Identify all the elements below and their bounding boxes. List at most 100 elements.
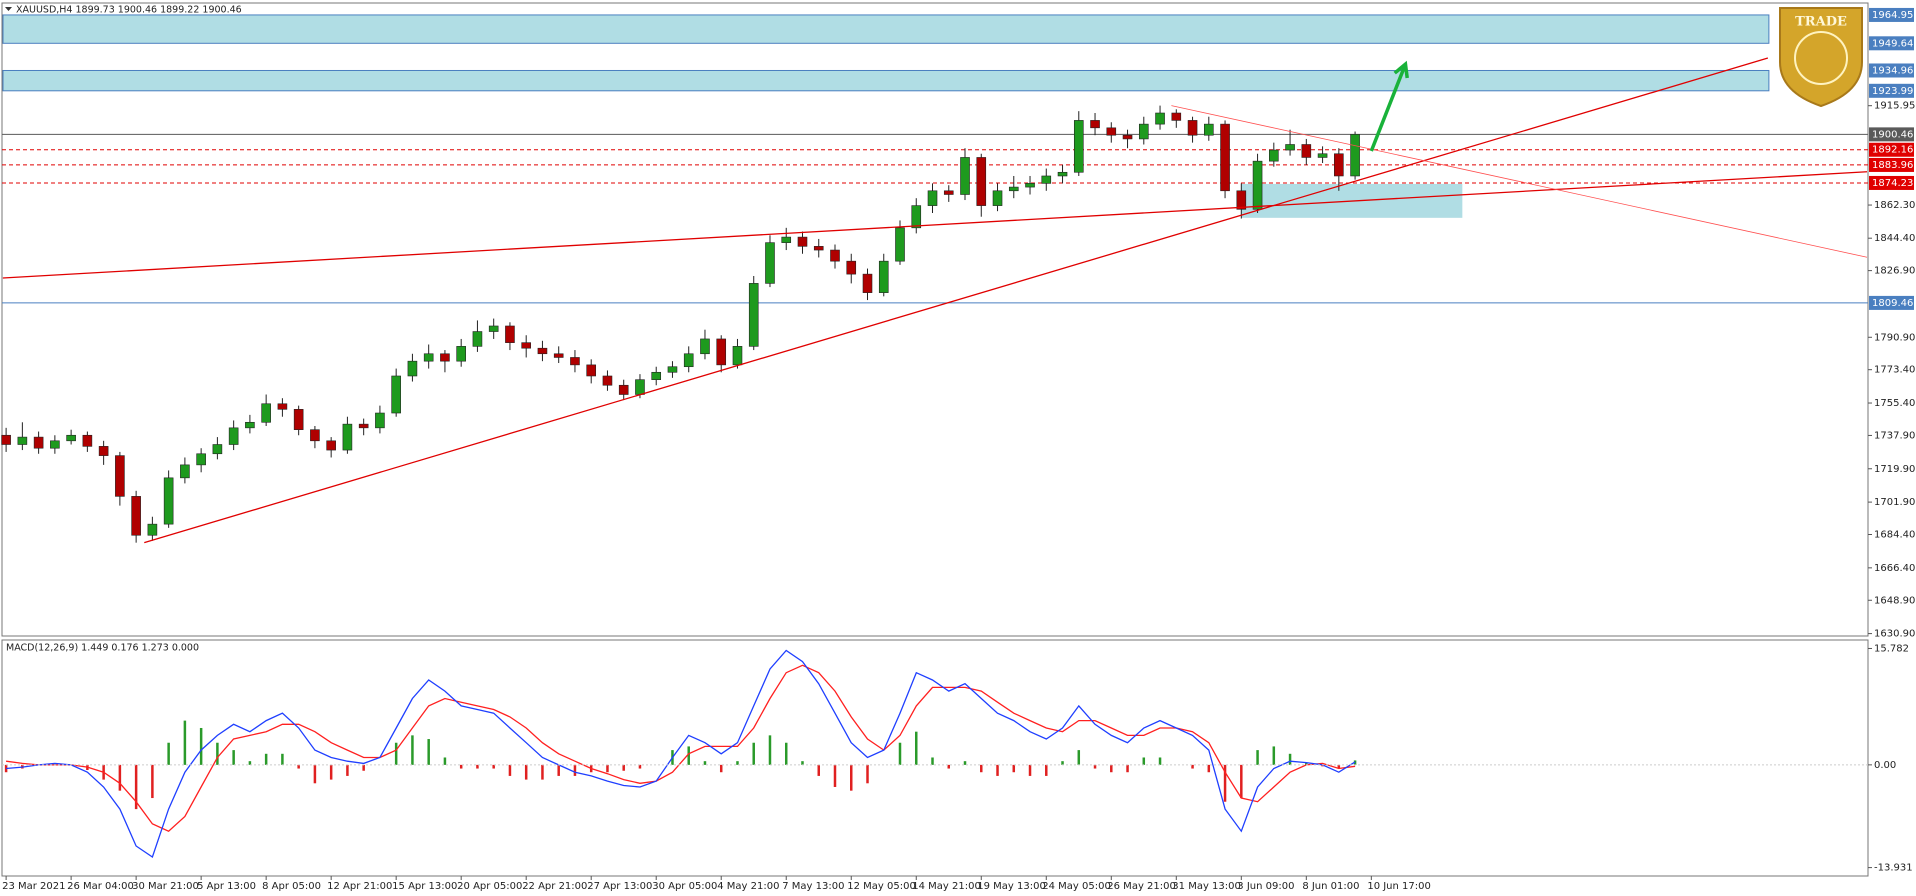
- candle-body: [700, 338, 710, 355]
- candle-body: [1057, 171, 1068, 177]
- x-tick-label: 8 Apr 05:00: [262, 881, 321, 892]
- candle-body: [228, 427, 239, 445]
- price-tag-bg: [1869, 7, 1914, 22]
- candle-body: [1122, 134, 1133, 140]
- x-tick-label: 8 Jun 01:00: [1302, 881, 1359, 892]
- logo-ring: [1794, 31, 1848, 85]
- price-pane: [1, 2, 1869, 637]
- candle-body: [748, 283, 759, 347]
- x-tick-label: 12 Apr 21:00: [327, 881, 392, 892]
- price-tag-bg: [1869, 157, 1914, 172]
- trendline: [144, 57, 1769, 544]
- candle-body: [375, 412, 385, 429]
- price-tag-bg: [1869, 63, 1914, 78]
- x-tick-label: 31 May 13:00: [1172, 881, 1241, 892]
- x-tick-label: 22 Apr 21:00: [522, 881, 587, 892]
- candle-body: [33, 436, 44, 449]
- candle-body: [1, 434, 11, 445]
- candle-body: [50, 440, 60, 449]
- candle-body: [277, 403, 288, 410]
- logo-text: TRADE: [1795, 15, 1847, 30]
- price-tag: 1934.96: [1872, 65, 1913, 76]
- x-tick-label: 3 Jun 09:00: [1237, 881, 1294, 892]
- candle-body: [765, 242, 775, 284]
- candle-body: [1155, 112, 1165, 125]
- y-tick-label: 1790.90: [1874, 332, 1915, 343]
- price-tag-bg: [1869, 295, 1914, 310]
- macd-y-tick-label: -13.931: [1874, 863, 1913, 874]
- candle-body: [862, 273, 873, 293]
- candle-body: [732, 346, 743, 366]
- candle-body: [1269, 149, 1279, 162]
- price-tag: 1900.46: [1872, 129, 1913, 140]
- x-tick-label: 5 Apr 13:00: [197, 881, 256, 892]
- candle-body: [667, 366, 678, 373]
- x-tick-label: 4 May 21:00: [717, 881, 779, 892]
- candle-body: [326, 440, 336, 451]
- y-tick-label: 1737.90: [1874, 430, 1915, 441]
- x-tick-label: 30 Mar 21:00: [132, 881, 199, 892]
- candle-body: [310, 429, 320, 442]
- y-tick-label: 1648.90: [1874, 595, 1915, 606]
- candle-body: [1187, 120, 1198, 136]
- logo: TRADE: [1779, 7, 1863, 108]
- candle-body: [391, 375, 401, 414]
- candle-body: [98, 446, 109, 456]
- candle-body: [196, 453, 206, 466]
- candle-body: [553, 353, 564, 358]
- macd-y-tick-label: 0.00: [1874, 760, 1896, 771]
- candle-body: [342, 423, 353, 451]
- x-tick-label: 15 Apr 13:00: [392, 881, 457, 892]
- candle-body: [115, 455, 125, 497]
- candle-body: [1025, 183, 1035, 188]
- menu-triangle: [5, 7, 12, 11]
- candle-body: [423, 353, 434, 362]
- candle-body: [131, 496, 141, 536]
- supply-zone: [2, 14, 1770, 44]
- candle-body: [797, 236, 808, 247]
- candle-body: [1220, 123, 1230, 192]
- y-tick-label: 1719.90: [1874, 464, 1915, 475]
- y-tick-label: 1915.95: [1874, 101, 1915, 112]
- candle-body: [1204, 123, 1214, 136]
- candle-body: [1073, 120, 1084, 173]
- candle-body: [976, 157, 987, 206]
- candle-body: [1285, 144, 1295, 151]
- candle-body: [1090, 120, 1100, 129]
- price-tag-bg: [1869, 36, 1914, 51]
- candle-body: [537, 347, 548, 355]
- y-tick-label: 1773.40: [1874, 365, 1915, 376]
- candle-body: [586, 364, 597, 377]
- candle-body: [1317, 153, 1328, 158]
- macd-signal-line: [6, 664, 1356, 832]
- candle-body: [1236, 190, 1247, 210]
- y-tick-label: 1666.40: [1874, 563, 1915, 574]
- y-tick-label: 1684.40: [1874, 530, 1915, 541]
- candle-body: [635, 379, 645, 395]
- candle-body: [82, 434, 93, 447]
- trendline: [1171, 105, 1868, 258]
- price-tag-bg: [1869, 127, 1914, 142]
- candle-body: [440, 353, 450, 362]
- candle-body: [66, 434, 76, 442]
- price-tag: 1964.95: [1872, 10, 1913, 21]
- candle-body: [618, 384, 629, 395]
- candle-body: [992, 190, 1003, 206]
- candle-body: [456, 346, 466, 362]
- y-tick-label: 1844.40: [1874, 233, 1915, 244]
- candle-body: [245, 421, 255, 429]
- price-tag: 1874.23: [1872, 178, 1913, 189]
- candle-body: [846, 260, 857, 275]
- macd-y-tick-label: 15.782: [1874, 643, 1909, 654]
- candle-body: [1334, 153, 1344, 177]
- x-tick-label: 10 Jun 17:00: [1367, 881, 1431, 892]
- price-tag-bg: [1869, 83, 1914, 98]
- y-tick-label: 1630.90: [1874, 629, 1915, 640]
- price-tag: 1883.96: [1872, 160, 1913, 171]
- candle-body: [488, 325, 499, 332]
- candle-body: [878, 260, 889, 293]
- candle-body: [505, 325, 515, 343]
- candle-body: [293, 409, 304, 430]
- candle-body: [407, 360, 418, 377]
